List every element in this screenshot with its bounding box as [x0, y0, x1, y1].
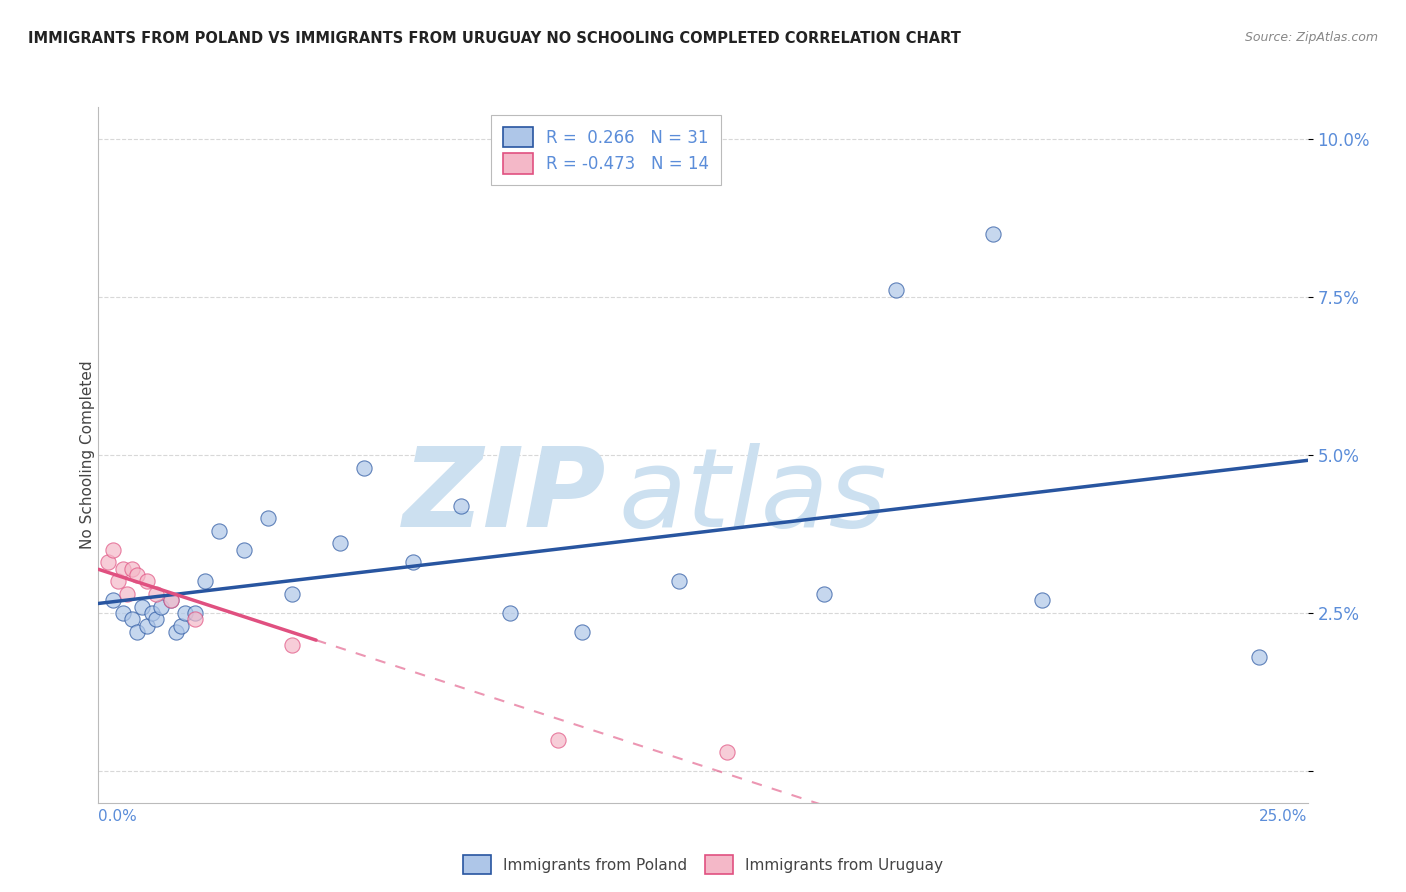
Point [1031, 593, 1053, 607]
Point [716, 745, 738, 759]
Point [121, 562, 143, 576]
Point [135, 618, 157, 632]
Point [111, 606, 134, 620]
Legend: Immigrants from Poland, Immigrants from Uruguay: Immigrants from Poland, Immigrants from … [457, 849, 949, 880]
Y-axis label: No Schooling Completed: No Schooling Completed [80, 360, 94, 549]
Legend: R =  0.266   N = 31, R = -0.473   N = 14: R = 0.266 N = 31, R = -0.473 N = 14 [492, 115, 721, 186]
Point [329, 536, 352, 550]
Point [1249, 650, 1271, 665]
Point [160, 593, 183, 607]
Text: IMMIGRANTS FROM POLAND VS IMMIGRANTS FROM URUGUAY NO SCHOOLING COMPLETED CORRELA: IMMIGRANTS FROM POLAND VS IMMIGRANTS FRO… [28, 31, 960, 46]
Point [127, 625, 149, 640]
Point [450, 499, 472, 513]
Point [498, 606, 520, 620]
Point [111, 562, 134, 576]
Point [981, 227, 1004, 241]
Point [281, 587, 304, 601]
Point [194, 574, 217, 589]
Text: atlas: atlas [619, 443, 887, 550]
Point [117, 587, 139, 601]
Point [174, 606, 197, 620]
Point [101, 542, 124, 557]
Point [256, 511, 278, 525]
Point [160, 593, 183, 607]
Point [131, 599, 153, 614]
Point [184, 606, 207, 620]
Text: ZIP: ZIP [402, 443, 606, 550]
Point [107, 574, 129, 589]
Text: 0.0%: 0.0% [98, 809, 138, 823]
Point [281, 638, 304, 652]
Point [145, 612, 167, 626]
Point [127, 568, 149, 582]
Point [402, 556, 425, 570]
Point [135, 574, 157, 589]
Text: Source: ZipAtlas.com: Source: ZipAtlas.com [1244, 31, 1378, 45]
Point [886, 284, 908, 298]
Point [121, 612, 143, 626]
Point [232, 542, 254, 557]
Point [101, 593, 124, 607]
Point [150, 599, 173, 614]
Point [571, 625, 593, 640]
Point [208, 524, 231, 538]
Point [184, 612, 207, 626]
Point [169, 618, 191, 632]
Point [813, 587, 835, 601]
Point [145, 587, 167, 601]
Point [165, 625, 187, 640]
Point [547, 732, 569, 747]
Text: 25.0%: 25.0% [1260, 809, 1308, 823]
Point [353, 460, 375, 475]
Point [97, 556, 120, 570]
Point [141, 606, 163, 620]
Point [668, 574, 690, 589]
